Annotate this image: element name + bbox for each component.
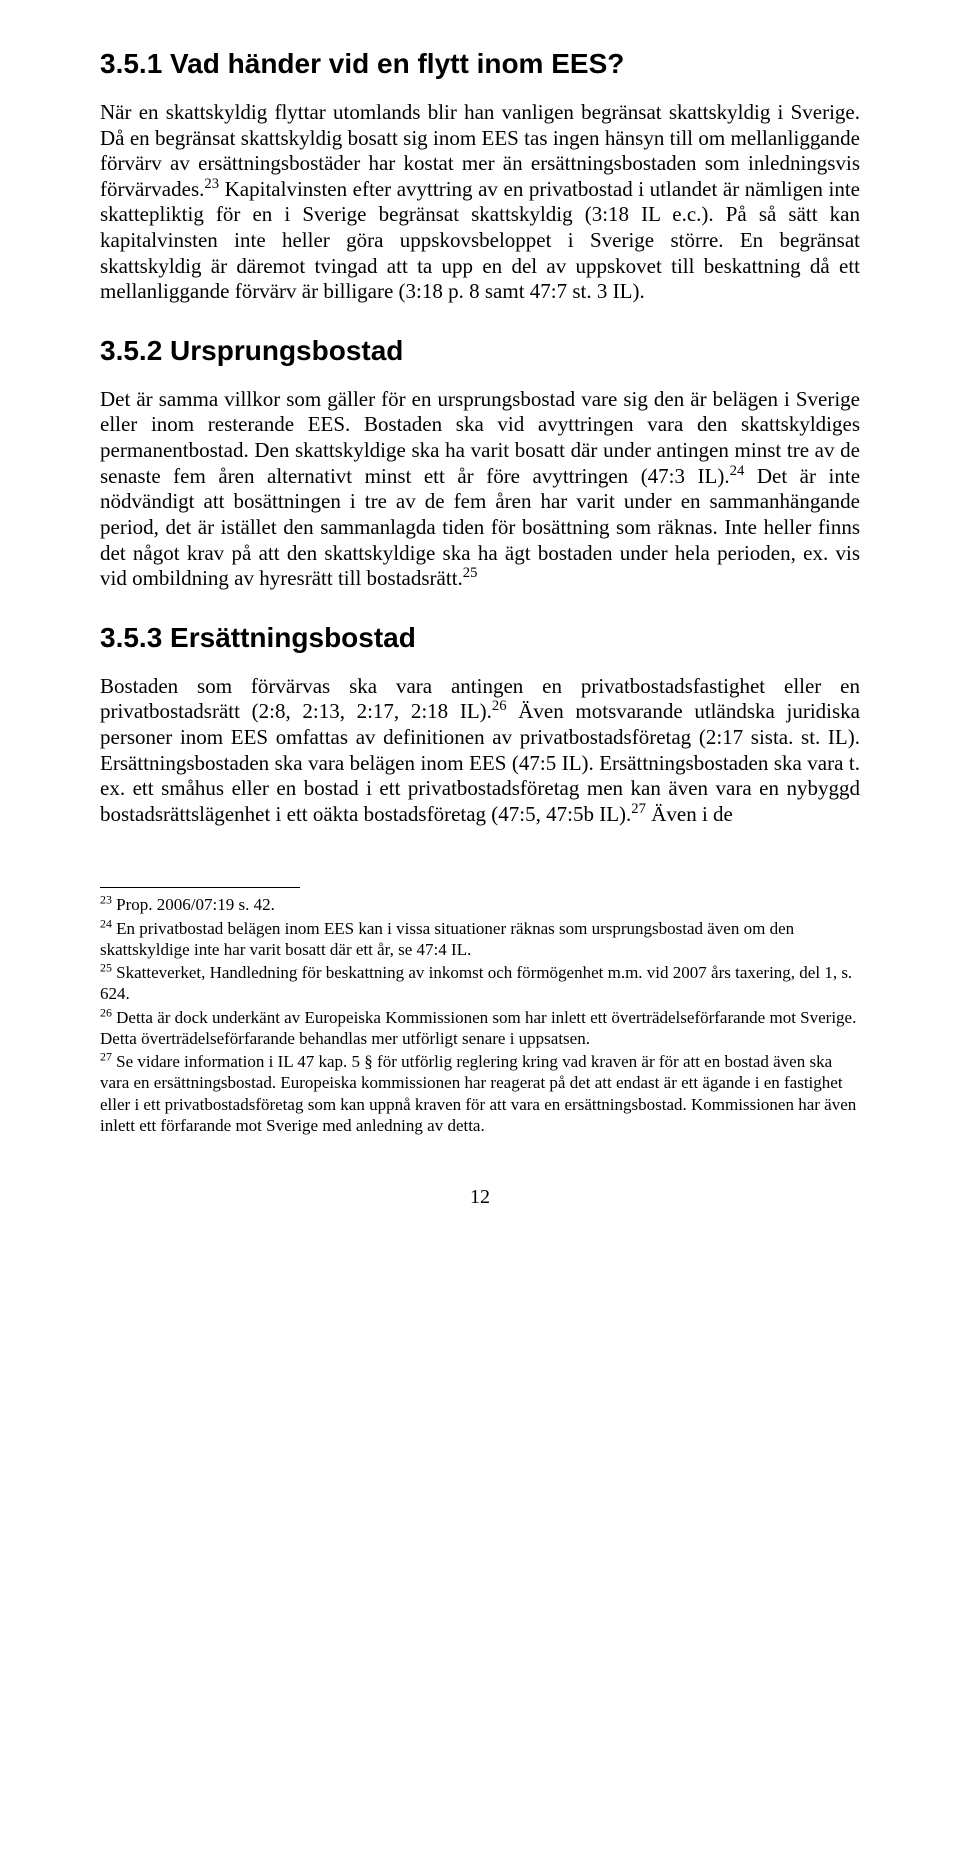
footnote-25: 25 Skatteverket, Handledning för beskatt… xyxy=(100,962,860,1005)
heading-3-5-3: 3.5.3 Ersättningsbostad xyxy=(100,622,860,654)
footnote-27: 27 Se vidare information i IL 47 kap. 5 … xyxy=(100,1051,860,1136)
footnote-separator xyxy=(100,887,300,888)
page-number: 12 xyxy=(100,1186,860,1209)
footnote-24: 24 En privatbostad belägen inom EES kan … xyxy=(100,918,860,961)
para-3-5-1: När en skattskyldig flyttar utomlands bl… xyxy=(100,100,860,305)
footnote-23: 23 Prop. 2006/07:19 s. 42. xyxy=(100,894,860,915)
footnote-26: 26 Detta är dock underkänt av Europeiska… xyxy=(100,1007,860,1050)
footnotes-block: 23 Prop. 2006/07:19 s. 42. 24 En privatb… xyxy=(100,894,860,1136)
para-3-5-3: Bostaden som förvärvas ska vara antingen… xyxy=(100,674,860,828)
para-3-5-2: Det är samma villkor som gäller för en u… xyxy=(100,387,860,592)
heading-3-5-2: 3.5.2 Ursprungsbostad xyxy=(100,335,860,367)
heading-3-5-1: 3.5.1 Vad händer vid en flytt inom EES? xyxy=(100,48,860,80)
document-page: 3.5.1 Vad händer vid en flytt inom EES? … xyxy=(0,0,960,1249)
